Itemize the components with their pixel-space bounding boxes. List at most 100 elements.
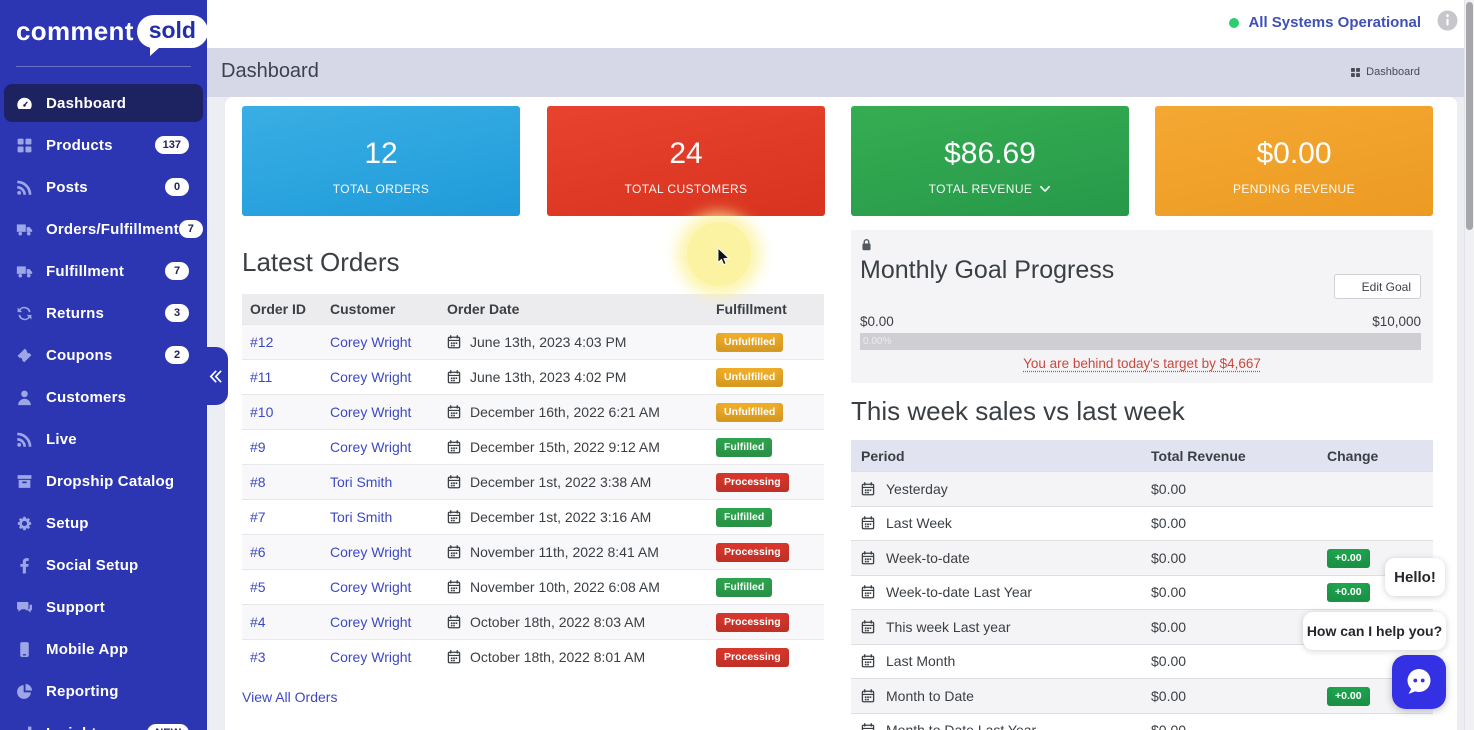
info-button[interactable] — [1437, 10, 1458, 31]
order-id-link[interactable]: #6 — [250, 544, 266, 560]
week-sales-title: This week sales vs last week — [851, 396, 1185, 426]
week-table-body: Yesterday $0.00 Last Week $0.00 Week-to-date… — [851, 471, 1433, 730]
sidebar-item-insights[interactable]: InsightsNEW — [4, 714, 203, 730]
sidebar-item-posts[interactable]: Posts 0 — [4, 168, 203, 206]
breadcrumb[interactable]: Dashboard — [1350, 66, 1420, 78]
sidebar-item-badge: 7 — [178, 220, 203, 238]
week-sales-row: Last Week $0.00 — [851, 505, 1433, 541]
sync-icon — [16, 305, 33, 322]
order-row: #5 Corey Wright November 10th, 2022 6:08 A… — [242, 569, 824, 604]
order-customer-link[interactable]: Corey Wright — [330, 439, 412, 455]
column-header-customer: Customer — [330, 301, 396, 317]
week-sales-row: Month to Date Last Year $0.00 — [851, 712, 1433, 730]
edit-goal-button[interactable]: Edit Goal — [1333, 274, 1421, 299]
order-customer-link[interactable]: Corey Wright — [330, 544, 412, 560]
view-all-orders-link[interactable]: View All Orders — [242, 689, 338, 705]
calendar-icon — [861, 481, 875, 496]
latest-orders-title: Latest Orders — [242, 247, 400, 277]
order-id-link[interactable]: #4 — [250, 614, 266, 630]
order-customer-link[interactable]: Corey Wright — [330, 649, 412, 665]
sidebar-item-customers[interactable]: Customers — [4, 378, 203, 416]
revenue-value: $0.00 — [1151, 480, 1187, 497]
scrollbar-thumb[interactable] — [1466, 2, 1473, 230]
order-id-link[interactable]: #12 — [250, 334, 274, 350]
order-id-link[interactable]: #11 — [250, 369, 273, 385]
order-row: #6 Corey Wright November 11th, 2022 8:41 A… — [242, 534, 824, 569]
fulfillment-status-badge: Processing — [716, 648, 789, 667]
order-customer-link[interactable]: Tori Smith — [330, 474, 393, 490]
edit-goal-label: Edit Goal — [1361, 279, 1411, 294]
latest-orders-table: Order ID Customer Order Date Fulfillment… — [242, 294, 824, 674]
sidebar-item-label: Posts — [46, 178, 88, 196]
column-header-fulfillment: Fulfillment — [716, 301, 787, 317]
sidebar-item-live[interactable]: Live — [4, 420, 203, 458]
order-customer-link[interactable]: Corey Wright — [330, 404, 412, 420]
revenue-value: $0.00 — [1151, 618, 1187, 635]
sidebar-item-label: Customers — [46, 388, 127, 406]
stat-card-total-orders[interactable]: 12 TOTAL ORDERS — [242, 106, 520, 216]
order-date: June 13th, 2023 4:03 PM — [470, 334, 627, 350]
order-id-link[interactable]: #5 — [250, 579, 266, 595]
sidebar-item-reporting[interactable]: Reporting — [4, 672, 203, 710]
chevrons-left-icon — [208, 369, 223, 384]
order-id-link[interactable]: #8 — [250, 474, 266, 490]
sidebar-item-label: Orders/Fulfillment — [46, 220, 179, 238]
chat-launcher-button[interactable] — [1392, 655, 1446, 709]
order-id-link[interactable]: #7 — [250, 509, 266, 525]
week-sales-row: Week-to-date Last Year $0.00 +0.00 — [851, 574, 1433, 610]
stat-card-pending-revenue[interactable]: $0.00 PENDING REVENUE — [1155, 106, 1433, 216]
calendar-icon — [861, 516, 875, 530]
sidebar-item-badge: 2 — [165, 346, 189, 364]
order-id-link[interactable]: #10 — [250, 404, 274, 420]
facebook-icon — [16, 557, 33, 574]
sidebar-item-fulfillment[interactable]: Fulfillment 7 — [4, 252, 203, 290]
system-status-link[interactable]: All Systems Operational — [1229, 14, 1421, 31]
dashboard-icon — [16, 95, 33, 112]
commentsold-logo[interactable]: comment sold — [0, 0, 208, 58]
revenue-value: $0.00 — [1151, 687, 1187, 704]
order-id-link[interactable]: #3 — [250, 649, 266, 665]
stat-value: $0.00 — [1256, 137, 1332, 170]
order-date: June 13th, 2023 4:02 PM — [470, 369, 627, 385]
order-customer-link[interactable]: Corey Wright — [330, 614, 412, 630]
sidebar-collapse-button[interactable] — [202, 347, 228, 405]
phone-icon — [16, 641, 33, 658]
sidebar-item-products[interactable]: Products 137 — [4, 126, 203, 164]
order-customer-link[interactable]: Tori Smith — [330, 509, 393, 525]
mouse-cursor — [717, 247, 730, 266]
orders-table-header: Order ID Customer Order Date Fulfillment — [242, 294, 824, 324]
monthly-goal-panel: Monthly Goal Progress Edit Goal $0.00 $1… — [851, 230, 1433, 383]
sidebar-item-dropship-catalog[interactable]: Dropship Catalog — [4, 462, 203, 500]
stat-label: PENDING REVENUE — [1232, 182, 1356, 196]
rss-icon — [16, 179, 33, 196]
stat-card-total-revenue[interactable]: $86.69 TOTAL REVENUE — [851, 106, 1129, 216]
sidebar-item-dashboard[interactable]: Dashboard — [4, 84, 203, 122]
order-customer-link[interactable]: Corey Wright — [330, 369, 412, 385]
sidebar-item-mobile-app[interactable]: Mobile App — [4, 630, 203, 668]
order-row: #8 Tori Smith December 1st, 2022 3:38 AM Pr… — [242, 464, 824, 499]
sidebar-item-coupons[interactable]: Coupons 2 — [4, 336, 203, 374]
stat-card-total-customers[interactable]: 24 TOTAL CUSTOMERS — [547, 106, 825, 216]
order-customer-link[interactable]: Corey Wright — [330, 334, 412, 350]
change-badge: +0.00 — [1327, 583, 1370, 603]
sidebar-item-returns[interactable]: Returns 3 — [4, 294, 203, 332]
column-header-change: Change — [1327, 447, 1379, 464]
calendar-icon — [447, 510, 461, 524]
order-row: #11 Corey Wright June 13th, 2023 4:02 PM Un… — [242, 359, 824, 394]
revenue-value: $0.00 — [1151, 549, 1187, 566]
sidebar-item-orders-fulfillment[interactable]: Orders/Fulfillment 7 — [4, 210, 203, 248]
sidebar-item-setup[interactable]: Setup — [4, 504, 203, 542]
sidebar-item-label: Returns — [46, 304, 105, 322]
goal-max-label: $10,000 — [1372, 314, 1421, 329]
sidebar-item-label: Setup — [46, 514, 89, 532]
vertical-scrollbar — [1464, 0, 1474, 730]
stat-label: TOTAL ORDERS — [332, 182, 430, 196]
sidebar-item-support[interactable]: Support — [4, 588, 203, 626]
fulfillment-status-badge: Fulfilled — [716, 438, 773, 457]
sidebar-item-social-setup[interactable]: Social Setup — [4, 546, 203, 584]
calendar-icon — [447, 475, 461, 489]
order-customer-link[interactable]: Corey Wright — [330, 579, 412, 595]
chat-greeting-bubble: Hello! — [1385, 558, 1445, 596]
chat-prompt-bubble: How can I help you? — [1303, 612, 1446, 650]
order-id-link[interactable]: #9 — [250, 439, 266, 455]
